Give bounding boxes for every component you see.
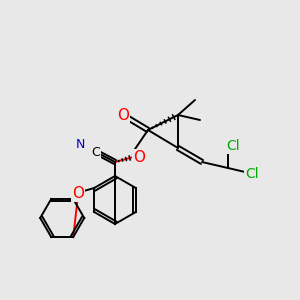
Text: O: O (117, 109, 129, 124)
Text: N: N (75, 139, 85, 152)
Text: C: C (92, 146, 100, 158)
Text: O: O (133, 149, 145, 164)
Text: O: O (72, 187, 84, 202)
Text: Cl: Cl (226, 139, 240, 153)
Text: Cl: Cl (245, 167, 259, 181)
